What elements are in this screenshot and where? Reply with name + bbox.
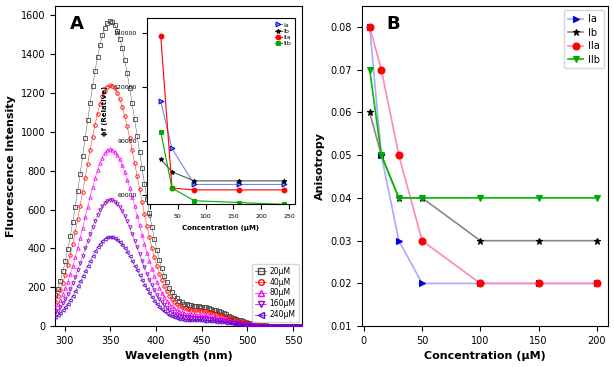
Ib	[476, 239, 484, 243]
Legend: Ia, Ib, IIa, IIb: Ia, Ib, IIa, IIb	[564, 10, 604, 68]
IIa	[535, 281, 542, 286]
IIb	[535, 196, 542, 200]
Text: B: B	[386, 15, 400, 33]
Ia	[535, 281, 542, 286]
Line: IIa: IIa	[366, 23, 600, 287]
IIb	[593, 196, 600, 200]
IIa	[476, 281, 484, 286]
IIa	[378, 68, 385, 72]
Ia	[476, 281, 484, 286]
Ib	[378, 153, 385, 157]
Y-axis label: Anisotropy: Anisotropy	[315, 132, 325, 200]
Ib	[366, 110, 373, 115]
Ia	[593, 281, 600, 286]
Ia	[366, 25, 373, 29]
Ia	[378, 153, 385, 157]
IIa	[395, 153, 403, 157]
IIa	[593, 281, 600, 286]
Ib	[418, 196, 426, 200]
IIa	[418, 239, 426, 243]
X-axis label: Concentration (μM): Concentration (μM)	[424, 352, 546, 361]
Line: IIb: IIb	[366, 66, 600, 201]
IIb	[395, 196, 403, 200]
IIb	[366, 68, 373, 72]
Line: Ib: Ib	[366, 109, 600, 244]
IIb	[378, 153, 385, 157]
IIb	[476, 196, 484, 200]
Ib	[593, 239, 600, 243]
Text: A: A	[70, 15, 84, 33]
X-axis label: Wavelength (nm): Wavelength (nm)	[125, 352, 233, 361]
Ia	[395, 239, 403, 243]
IIa	[366, 25, 373, 29]
Ia	[418, 281, 426, 286]
Legend: 20μM, 40μM, 80μM, 160μM, 240μM: 20μM, 40μM, 80μM, 160μM, 240μM	[252, 264, 298, 322]
Ib	[395, 196, 403, 200]
Y-axis label: Fluorescence Intensity: Fluorescence Intensity	[6, 95, 15, 237]
Line: Ia: Ia	[366, 23, 600, 287]
IIb	[418, 196, 426, 200]
Ib	[535, 239, 542, 243]
